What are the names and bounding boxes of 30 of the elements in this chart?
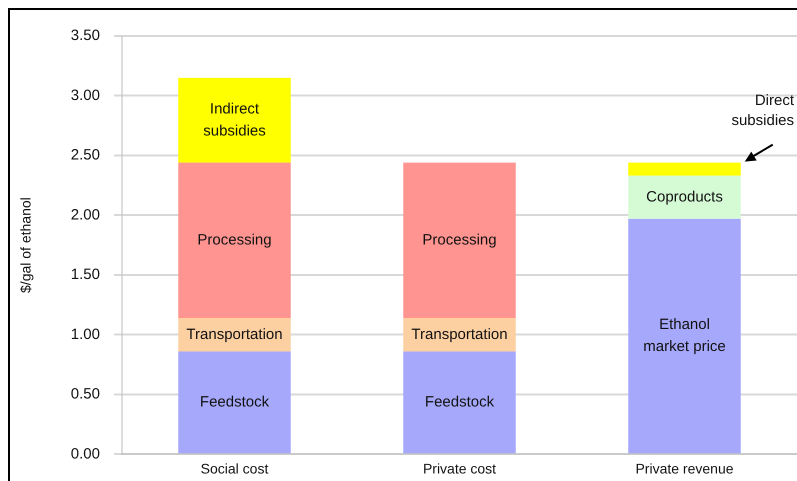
x-tick-label: Private revenue [635, 460, 734, 476]
y-tick-label: 1.00 [70, 326, 100, 343]
text: Processing [422, 231, 497, 248]
y-tick-label: 3.00 [70, 86, 100, 104]
x-tick-label: Private cost [422, 460, 496, 476]
bar [403, 351, 516, 454]
y-axis-title: $/gal of ethanol [17, 197, 34, 293]
series-label: Feedstock [200, 393, 270, 410]
bar [403, 162, 516, 318]
x-tick-label: Social cost [200, 460, 268, 476]
y-tick-label: 0.50 [70, 386, 100, 403]
text: Transportation [411, 326, 508, 343]
y-tick-label: 2.50 [70, 146, 100, 164]
series-label: Ethanol market price [643, 316, 726, 356]
bar [628, 218, 741, 454]
y-tick-label: 0.00 [70, 445, 100, 462]
bar [178, 351, 291, 454]
series-label: Processing [197, 231, 272, 248]
y-tick-label: 3.50 [70, 27, 100, 44]
bar [178, 162, 291, 318]
series-label: Coproducts [646, 188, 723, 206]
bar [178, 78, 291, 163]
text: Feedstock [424, 393, 494, 410]
y-tick-label: 1.50 [70, 266, 100, 284]
bar [628, 162, 741, 176]
y-tick-label: 2.00 [70, 206, 100, 224]
text: Direct subsidies [731, 92, 795, 129]
series-label: Transportation [186, 326, 283, 343]
bar [628, 176, 741, 219]
series-label: Indirect subsidies [203, 100, 266, 140]
